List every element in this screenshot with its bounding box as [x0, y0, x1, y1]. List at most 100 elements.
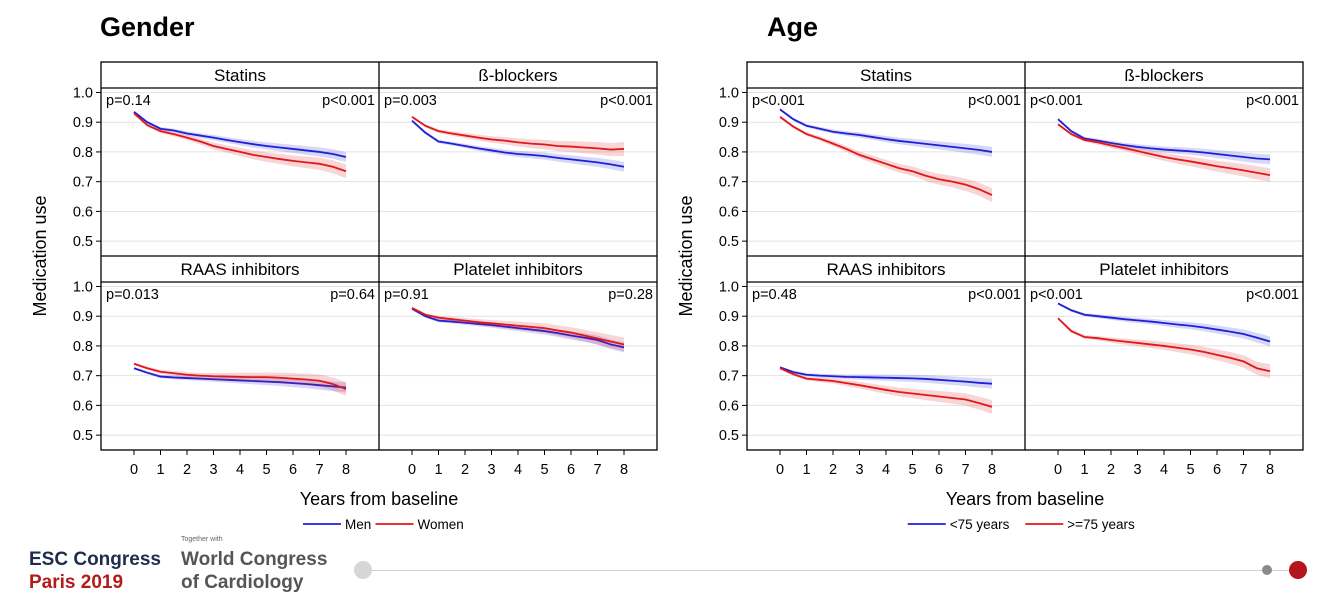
x-tick-label: 5 — [908, 462, 916, 478]
x-tick-label: 0 — [776, 462, 784, 478]
x-tick-label: 6 — [1213, 462, 1221, 478]
series-line — [779, 116, 993, 196]
y-tick-label: 0.7 — [73, 175, 93, 191]
x-tick-label: 7 — [1239, 462, 1247, 478]
y-tick-label: 0.5 — [73, 234, 93, 250]
series-line — [1057, 317, 1271, 373]
y-tick-label: 1.0 — [719, 85, 739, 101]
y-tick-label: 0.5 — [719, 428, 739, 444]
x-tick-label: 0 — [130, 462, 138, 478]
x-tick-label: 7 — [593, 462, 601, 478]
world-congress-logo-text: World Congress — [181, 549, 328, 570]
x-tick-label: 4 — [882, 462, 890, 478]
confidence-band — [134, 362, 346, 396]
y-axis-label: Medication use — [30, 195, 50, 316]
series-line — [411, 116, 625, 151]
y-tick-label: 0.8 — [73, 339, 93, 355]
y-tick-label: 0.9 — [719, 309, 739, 325]
y-tick-label: 0.6 — [719, 204, 739, 220]
series-line — [1057, 118, 1271, 161]
p-value-left: p=0.013 — [106, 287, 159, 303]
confidence-band — [412, 306, 624, 352]
x-tick-label: 2 — [1107, 462, 1115, 478]
series-line — [1057, 123, 1271, 177]
y-tick-label: 0.6 — [73, 204, 93, 220]
x-tick-label: 2 — [461, 462, 469, 478]
series-line — [779, 366, 993, 385]
y-tick-label: 0.5 — [719, 234, 739, 250]
series-line — [779, 367, 993, 408]
panel-title: RAAS inhibitors — [180, 260, 299, 279]
legend-label: <75 years — [950, 517, 1010, 532]
series-line — [411, 307, 625, 346]
together-with-label: Together with — [181, 536, 223, 543]
x-tick-label: 4 — [236, 462, 244, 478]
panel-title: Statins — [860, 66, 912, 85]
x-tick-label: 1 — [802, 462, 810, 478]
x-tick-label: 0 — [408, 462, 416, 478]
x-tick-label: 4 — [1160, 462, 1168, 478]
p-value-left: p=0.48 — [752, 287, 797, 303]
x-tick-label: 6 — [289, 462, 297, 478]
x-tick-label: 3 — [855, 462, 863, 478]
x-tick-label: 7 — [315, 462, 323, 478]
of-cardiology-logo-text: of Cardiology — [181, 572, 304, 593]
y-tick-label: 1.0 — [719, 279, 739, 295]
chart-group-title-gender: Gender — [100, 12, 195, 42]
series-line — [411, 307, 625, 349]
y-tick-label: 0.6 — [719, 398, 739, 414]
x-tick-label: 6 — [567, 462, 575, 478]
x-tick-label: 5 — [540, 462, 548, 478]
p-value-right: p<0.001 — [322, 93, 375, 109]
legend-label: Women — [418, 517, 464, 532]
x-tick-label: 8 — [1266, 462, 1274, 478]
timeline-end-dot — [1289, 561, 1307, 579]
p-value-left: p=0.003 — [384, 93, 437, 109]
chart-group-title-age: Age — [767, 12, 819, 42]
series-line — [1057, 302, 1271, 343]
y-tick-label: 0.7 — [719, 369, 739, 385]
p-value-left: p=0.91 — [384, 287, 429, 303]
x-tick-label: 1 — [156, 462, 164, 478]
x-tick-label: 3 — [1133, 462, 1141, 478]
timeline-mid-dot — [1262, 565, 1272, 575]
p-value-left: p<0.001 — [752, 93, 805, 109]
y-tick-label: 0.9 — [73, 309, 93, 325]
x-tick-label: 2 — [183, 462, 191, 478]
x-tick-label: 0 — [1054, 462, 1062, 478]
legend-label: >=75 years — [1067, 517, 1135, 532]
p-value-right: p<0.001 — [968, 287, 1021, 303]
series-line — [133, 111, 347, 158]
p-value-right: p<0.001 — [1246, 93, 1299, 109]
confidence-band — [1058, 317, 1270, 379]
y-tick-label: 0.6 — [73, 398, 93, 414]
y-tick-label: 0.8 — [719, 339, 739, 355]
p-value-right: p=0.28 — [608, 287, 653, 303]
esc-paris-logo-text: Paris 2019 — [29, 572, 124, 593]
x-tick-label: 8 — [988, 462, 996, 478]
p-value-right: p<0.001 — [1246, 287, 1299, 303]
confidence-band — [780, 115, 992, 202]
y-tick-label: 0.9 — [719, 115, 739, 131]
y-tick-label: 0.7 — [73, 369, 93, 385]
p-value-left: p<0.001 — [1030, 93, 1083, 109]
series-line — [411, 120, 625, 168]
p-value-left: p=0.14 — [106, 93, 151, 109]
panel-title: Platelet inhibitors — [453, 260, 582, 279]
y-tick-label: 1.0 — [73, 279, 93, 295]
x-tick-label: 5 — [1186, 462, 1194, 478]
p-value-right: p=0.64 — [330, 287, 375, 303]
esc-congress-logo-text: ESC Congress — [29, 549, 161, 570]
timeline-start-dot — [354, 561, 372, 579]
confidence-band — [412, 307, 624, 353]
x-tick-label: 1 — [1080, 462, 1088, 478]
series-line — [779, 108, 993, 153]
confidence-band — [780, 108, 992, 157]
x-tick-label: 8 — [620, 462, 628, 478]
confidence-band — [1058, 118, 1270, 165]
panel-title: Platelet inhibitors — [1099, 260, 1228, 279]
p-value-right: p<0.001 — [600, 93, 653, 109]
y-tick-label: 1.0 — [73, 85, 93, 101]
y-axis-label: Medication use — [676, 195, 696, 316]
x-tick-label: 5 — [262, 462, 270, 478]
